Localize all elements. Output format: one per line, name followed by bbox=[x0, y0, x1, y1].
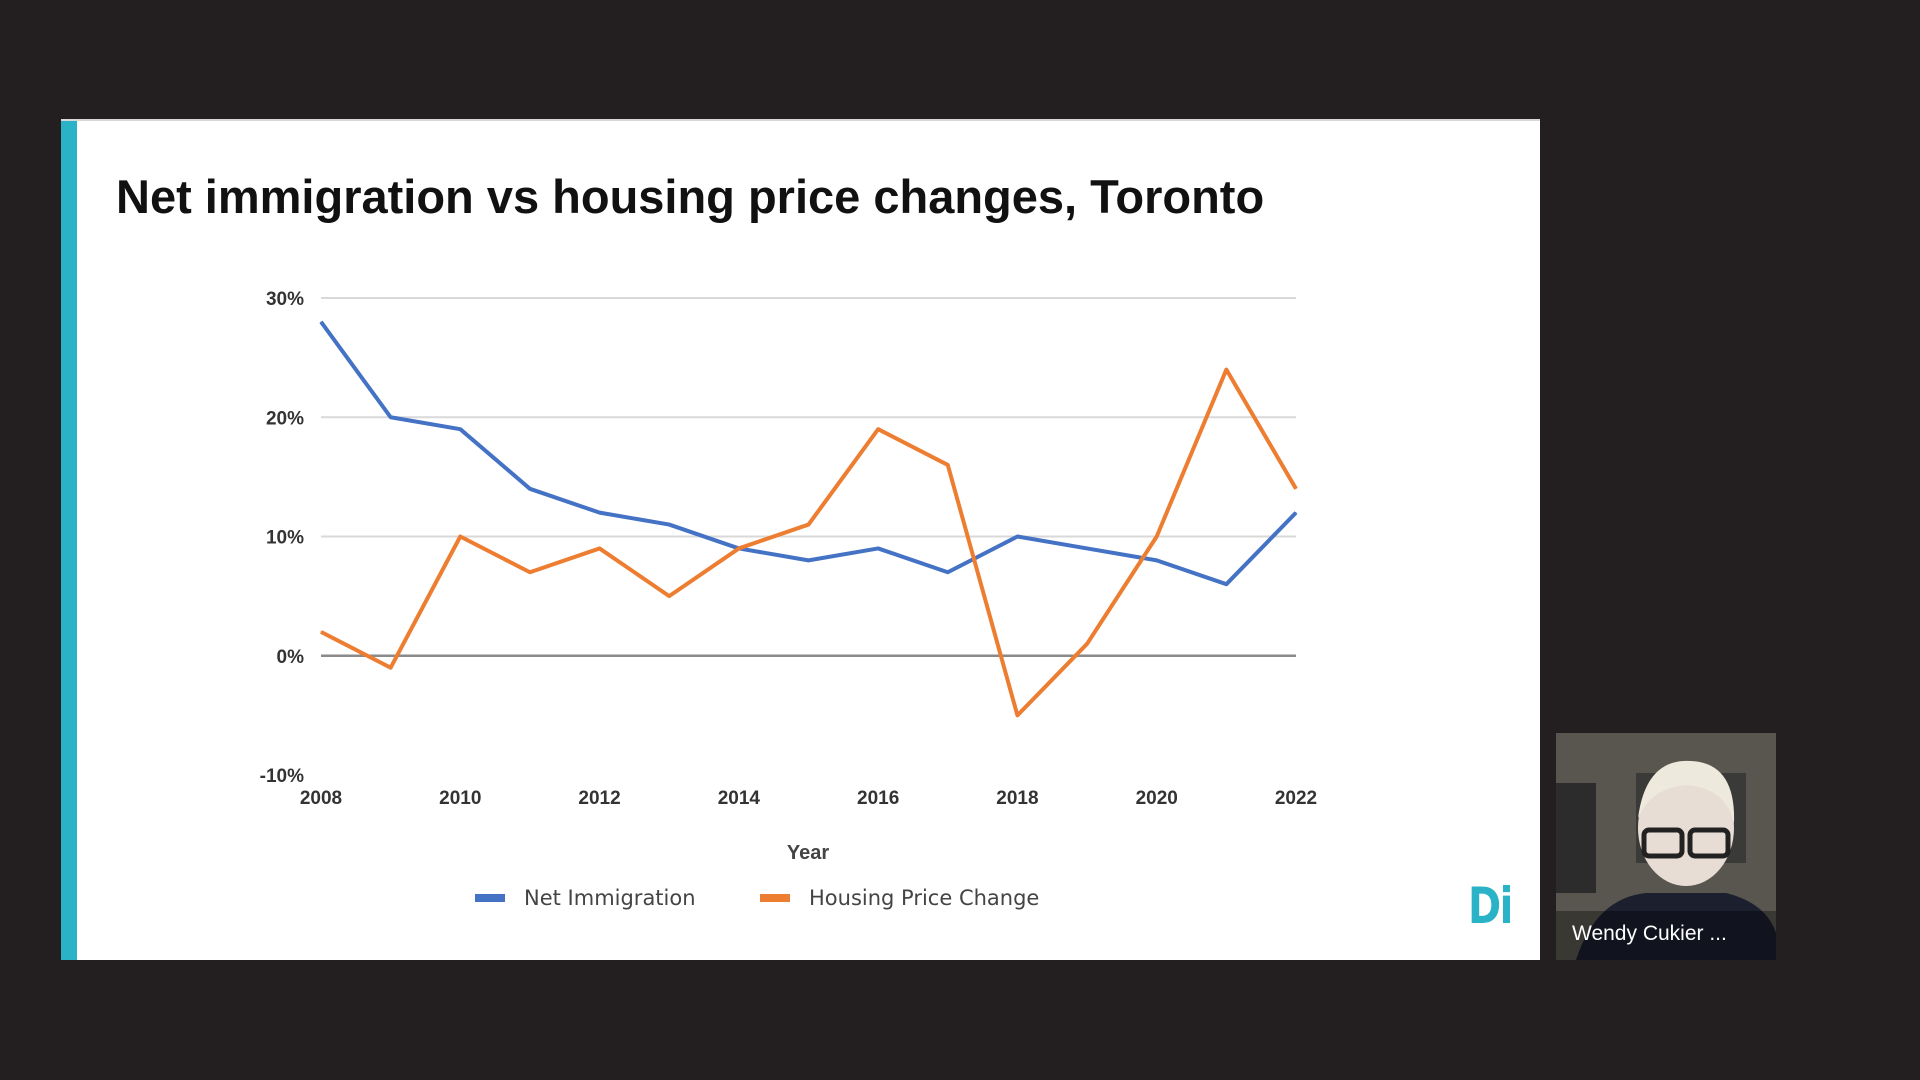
data-point bbox=[529, 571, 531, 573]
x-tick-label: 2008 bbox=[300, 788, 342, 809]
y-tick-label: 20% bbox=[266, 408, 304, 429]
data-point bbox=[529, 488, 531, 490]
slide-accent-bar bbox=[61, 121, 77, 960]
y-tick-label: 10% bbox=[266, 528, 304, 549]
data-point bbox=[1225, 369, 1227, 371]
x-tick-label: 2022 bbox=[1275, 788, 1317, 809]
y-tick-label: -10% bbox=[260, 766, 304, 787]
x-tick-label: 2012 bbox=[578, 788, 620, 809]
data-point bbox=[1156, 536, 1158, 537]
y-tick-label: 0% bbox=[277, 647, 305, 668]
data-point bbox=[808, 524, 809, 526]
legend-label: Net Immigration bbox=[524, 886, 696, 910]
data-point bbox=[320, 631, 322, 633]
data-point bbox=[668, 595, 670, 597]
data-point bbox=[738, 547, 740, 549]
participant-video-image bbox=[1556, 733, 1776, 960]
data-point bbox=[1295, 512, 1297, 514]
series-line-housing-price-change bbox=[320, 367, 1298, 718]
participant-video-tile[interactable]: Wendy Cukier ... bbox=[1556, 733, 1776, 960]
data-point bbox=[320, 321, 322, 323]
data-point bbox=[1225, 583, 1227, 585]
data-point bbox=[459, 536, 461, 537]
participant-name-label: Wendy Cukier ... bbox=[1572, 922, 1727, 945]
legend-swatch bbox=[475, 894, 505, 902]
data-point bbox=[390, 416, 392, 418]
data-point bbox=[1295, 488, 1297, 490]
x-axis-label: Year bbox=[787, 842, 829, 864]
data-point bbox=[877, 547, 879, 549]
data-point bbox=[877, 428, 879, 430]
x-tick-label: 2018 bbox=[996, 788, 1038, 809]
y-tick-label: 30% bbox=[266, 289, 304, 310]
legend-label: Housing Price Change bbox=[809, 886, 1039, 910]
data-point bbox=[1086, 547, 1088, 549]
legend-swatch bbox=[760, 894, 790, 902]
di-logo: Di bbox=[1468, 877, 1513, 935]
data-point bbox=[1016, 536, 1018, 537]
data-point bbox=[1086, 643, 1088, 645]
data-point bbox=[808, 559, 809, 561]
data-point bbox=[1016, 714, 1018, 716]
x-tick-label: 2016 bbox=[857, 788, 899, 809]
line-chart: 30% 20% 10% 0% -10%2008 2010 2012 2014 2016 2018 2… bbox=[260, 289, 1318, 910]
data-point bbox=[947, 571, 949, 573]
x-tick-label: 2010 bbox=[439, 788, 481, 809]
x-tick-label: 2020 bbox=[1136, 788, 1178, 809]
x-tick-label: 2014 bbox=[718, 788, 761, 809]
data-point bbox=[1156, 559, 1158, 561]
data-point bbox=[599, 512, 601, 514]
slide-title: Net immigration vs housing price changes… bbox=[116, 170, 1265, 223]
data-point bbox=[459, 428, 461, 430]
data-point bbox=[390, 667, 392, 669]
data-point bbox=[947, 464, 949, 466]
data-point bbox=[668, 524, 670, 526]
data-point bbox=[599, 547, 601, 549]
presentation-slide: Net immigration vs housing price changes… bbox=[61, 119, 1540, 960]
